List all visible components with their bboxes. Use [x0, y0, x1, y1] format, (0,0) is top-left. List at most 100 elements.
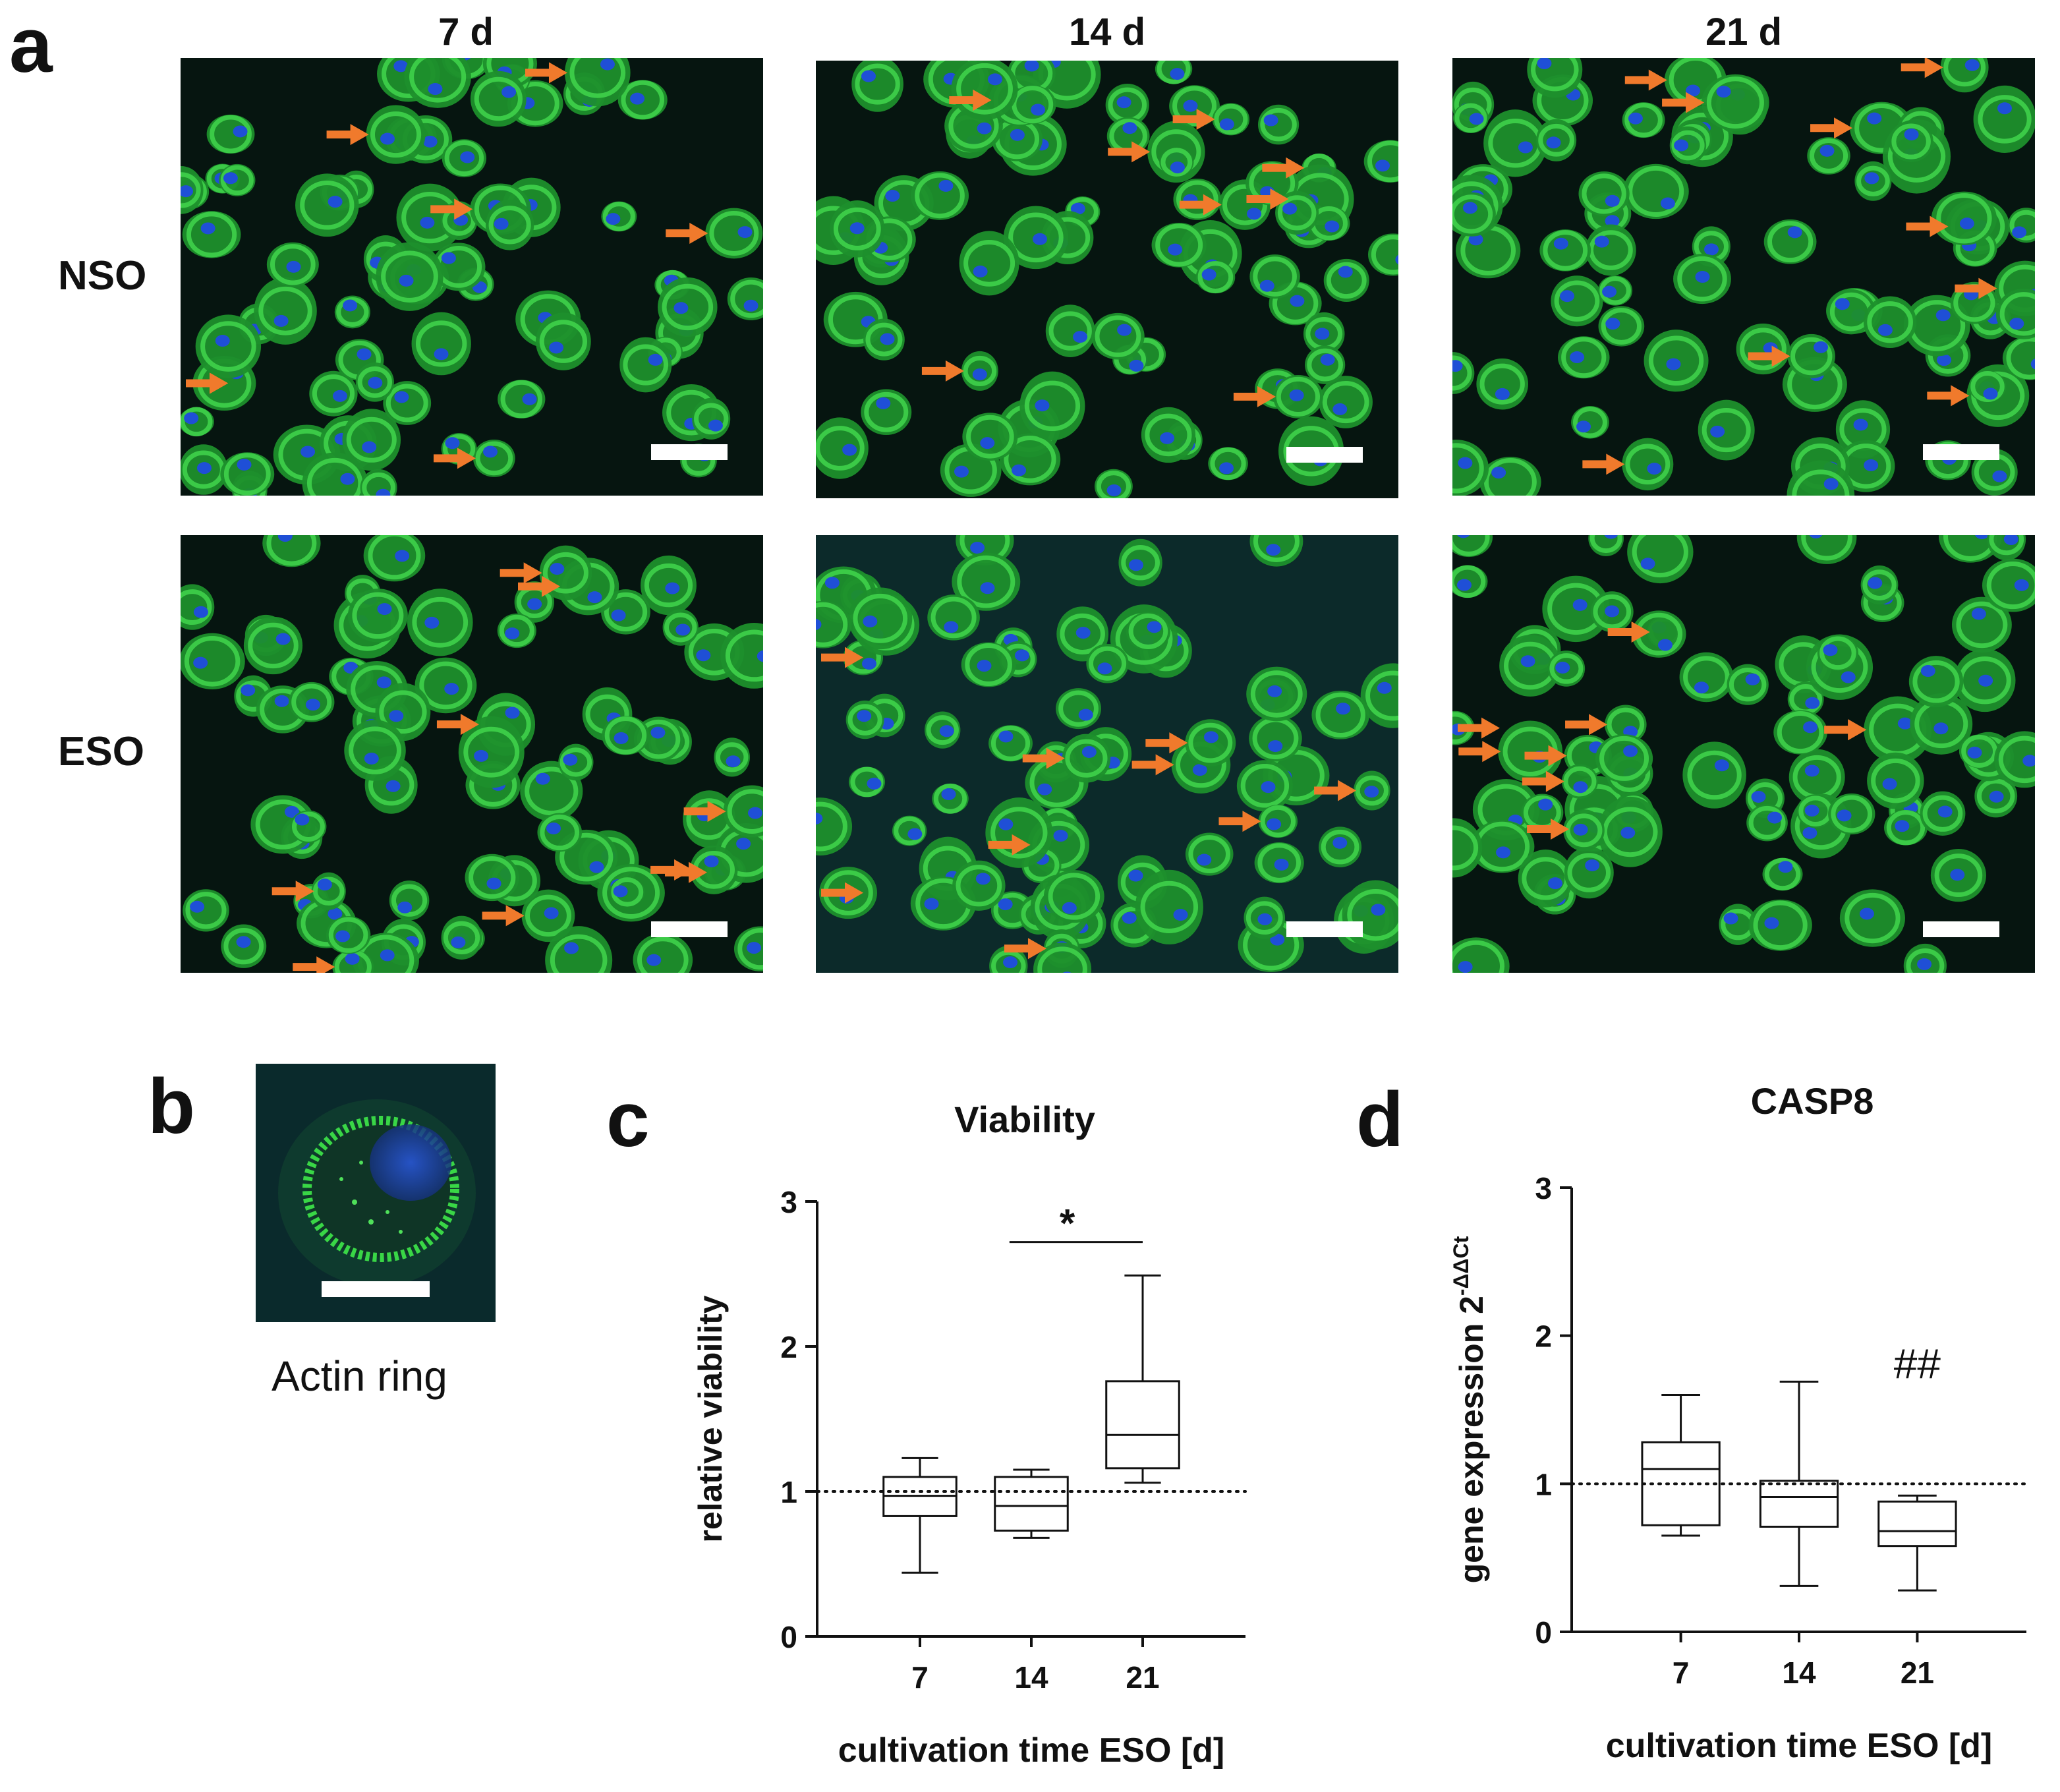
nucleus [1456, 579, 1472, 591]
x-tick-label: 7 [1673, 1656, 1690, 1690]
nucleus [522, 393, 537, 405]
cell-ring [306, 457, 363, 496]
cell-ring [1483, 457, 1537, 496]
cell-ring [1777, 711, 1824, 754]
nucleus [368, 376, 383, 389]
cell-ring [381, 250, 438, 303]
cell-ring [963, 355, 997, 386]
nucleus [1024, 61, 1039, 72]
cell-ring [709, 210, 759, 256]
arrow-icon [1924, 58, 1943, 78]
cell-ring [1943, 58, 1986, 87]
nucleus [1395, 254, 1398, 265]
cell-ring [1240, 763, 1290, 808]
cell [816, 797, 853, 856]
cell-ring [258, 286, 312, 335]
nucleus [998, 898, 1013, 911]
cell-ring [312, 877, 345, 906]
nucleus [241, 684, 256, 697]
cell-ring [1582, 173, 1626, 214]
nucleus [1628, 112, 1643, 125]
nucleus [1764, 917, 1779, 929]
cell-ring [1599, 736, 1649, 781]
chart-title: CASP8 [1751, 1081, 1874, 1122]
box-14 [994, 1476, 1069, 1532]
nucleus [505, 707, 520, 719]
nucleus [1035, 399, 1050, 412]
nucleus [606, 213, 621, 225]
cell-ring [1060, 613, 1105, 654]
cell-ring [1452, 940, 1505, 973]
micrograph-nso-7d [181, 58, 763, 496]
arrow-icon [1155, 754, 1174, 776]
nucleus [1975, 535, 1989, 540]
arrow-icon [1848, 719, 1867, 741]
nucleus [1835, 298, 1850, 310]
nucleus [1173, 909, 1188, 921]
cell-ring [715, 742, 749, 772]
nucleus [190, 900, 205, 913]
cell-ring [1479, 363, 1525, 405]
cell-ring [266, 535, 317, 566]
nucleus [2012, 226, 2027, 239]
arrow-icon [1169, 732, 1188, 754]
arrow-icon [1257, 386, 1276, 407]
nucleus [1841, 671, 1856, 683]
nucleus [1122, 122, 1137, 134]
nucleus [1268, 740, 1283, 753]
column-label-21d: 21 d [1705, 11, 1783, 53]
cell-ring [963, 239, 1016, 287]
nucleus [1371, 904, 1386, 916]
nucleus [1920, 665, 1935, 678]
cell-ring [223, 928, 264, 965]
cell-ring [488, 206, 531, 245]
cell-ring [1128, 613, 1168, 649]
cell-ring [312, 374, 355, 413]
cell-ring [1601, 308, 1642, 345]
nucleus [1917, 958, 1932, 970]
arrows [1458, 621, 1867, 840]
cell [1033, 942, 1092, 973]
arrow-icon [845, 647, 863, 668]
nucleus [277, 535, 293, 542]
cell-ring [542, 552, 588, 594]
nucleus [973, 265, 988, 277]
arrow-icon [945, 360, 964, 382]
nucleus [849, 222, 865, 235]
actin-ring-caption: Actin ring [272, 1352, 447, 1400]
arrow-icon [295, 881, 314, 902]
nucleus [335, 930, 351, 942]
nucleus [343, 299, 358, 312]
arrows [1582, 58, 1997, 475]
nucleus [1003, 956, 1018, 969]
cell-ring [475, 441, 513, 476]
cell [1702, 74, 1769, 131]
nucleus [1877, 324, 1893, 336]
nucleus [1116, 96, 1131, 109]
nucleus [380, 949, 395, 962]
cell-ring [379, 690, 427, 734]
cell-ring [328, 917, 368, 953]
nucleus [2009, 318, 2024, 330]
cell-ring [1683, 656, 1730, 699]
cell-ring [1140, 881, 1199, 933]
nucleus [357, 348, 372, 361]
cell-ring [1628, 165, 1684, 217]
nucleus [1585, 859, 1600, 871]
arrow-icon [1551, 819, 1570, 840]
cell-ring [1561, 337, 1607, 378]
arrow-icon [1978, 277, 1997, 299]
nucleus [1983, 388, 1998, 400]
cell-ring [1452, 825, 1479, 871]
nucleus [1897, 717, 1912, 730]
nucleus [1853, 419, 1868, 431]
nucleus [399, 274, 414, 287]
cell-ring [1922, 795, 1963, 832]
nucleus [422, 135, 438, 148]
arrow-icon [457, 448, 476, 469]
cell-ring [1986, 561, 2035, 610]
nucleus [1160, 432, 1175, 444]
nucleus [196, 462, 212, 475]
nucleus [1053, 830, 1068, 842]
arrow-icon [523, 562, 542, 584]
